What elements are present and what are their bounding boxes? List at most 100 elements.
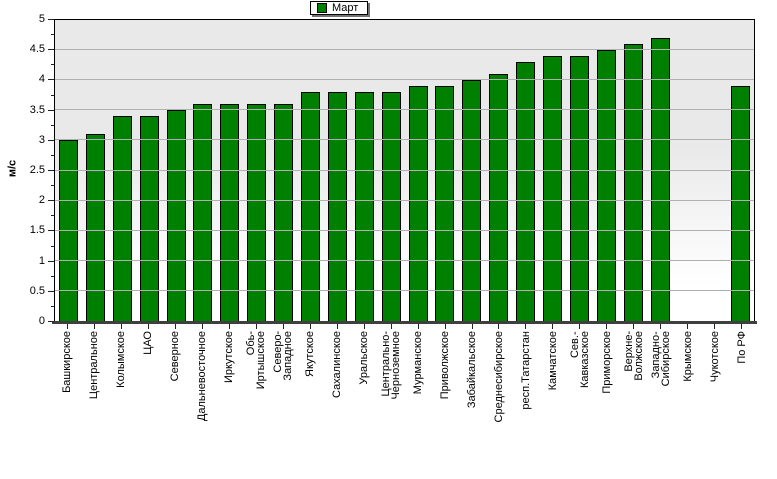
bar	[731, 86, 751, 321]
x-tick	[201, 324, 203, 329]
gridline	[55, 79, 754, 81]
x-axis-label: Якутское	[304, 331, 317, 377]
x-axis-label: Башкирское	[61, 331, 74, 393]
x-tick	[687, 324, 689, 329]
x-label-slot: Иркутское	[216, 331, 243, 479]
x-tick	[282, 324, 284, 329]
bar-slot	[297, 20, 324, 321]
x-tick-slot	[189, 324, 216, 329]
x-tick	[120, 324, 122, 329]
x-axis-label: Центрально- Черноземное	[380, 331, 403, 400]
x-tick-slot	[216, 324, 243, 329]
y-tick-label: 2	[38, 194, 45, 206]
x-tick-slot	[512, 324, 539, 329]
x-tick-slot	[378, 324, 405, 329]
x-axis-label: Камчатское	[546, 331, 559, 391]
y-tick-label: 0.5	[29, 285, 45, 297]
gridline	[55, 229, 754, 231]
x-tick-slot	[593, 324, 620, 329]
gridline	[55, 289, 754, 291]
x-tick	[444, 324, 446, 329]
y-major-tick	[48, 230, 54, 231]
x-tick	[552, 324, 554, 329]
x-axis-line	[52, 321, 757, 324]
x-tick-slot	[620, 324, 647, 329]
bar-slot	[566, 20, 593, 321]
gridline	[55, 199, 754, 201]
x-axis-label: респ.Татарстан	[519, 331, 532, 410]
bar	[542, 56, 562, 321]
x-tick	[174, 324, 176, 329]
bars-container	[55, 20, 754, 321]
bar	[408, 86, 428, 321]
bar	[569, 56, 589, 321]
y-major-tick	[48, 110, 54, 111]
x-tick-slot	[135, 324, 162, 329]
x-axis-label: Мурманское	[412, 331, 425, 395]
x-tick	[471, 324, 473, 329]
bar-slot	[55, 20, 82, 321]
x-label-slot: Верхне- Волжское	[620, 331, 647, 479]
x-label-slot: ЦАО	[135, 331, 162, 479]
bar	[327, 92, 347, 321]
x-tick	[633, 324, 635, 329]
x-axis-label: Сахалинское	[331, 331, 344, 398]
x-label-slot: Приволжское	[432, 331, 459, 479]
legend-swatch-icon	[317, 3, 327, 13]
gridline	[55, 139, 754, 141]
y-tick-label: 2.5	[29, 164, 45, 176]
y-tick-label: 1.5	[29, 224, 45, 236]
x-tick	[606, 324, 608, 329]
bar-slot	[673, 20, 700, 321]
bar	[112, 116, 132, 321]
x-label-slot: Сев.- Кавказское	[566, 331, 593, 479]
x-label-slot: По РФ	[728, 331, 755, 479]
x-label-slot: Западно- Сибирское	[647, 331, 674, 479]
bar	[650, 38, 670, 321]
x-axis-ticks	[54, 324, 755, 329]
x-label-slot: Якутское	[297, 331, 324, 479]
legend: Март	[310, 1, 369, 15]
x-axis-label: Среднесибирское	[492, 331, 505, 423]
y-major-tick	[48, 140, 54, 141]
y-minor-tick	[51, 215, 54, 216]
x-label-slot: Забайкальское	[459, 331, 486, 479]
x-tick	[309, 324, 311, 329]
x-tick-slot	[432, 324, 459, 329]
x-axis-label: Чукотское	[708, 331, 721, 383]
x-tick-slot	[54, 324, 81, 329]
x-tick-slot	[81, 324, 108, 329]
x-tick-slot	[162, 324, 189, 329]
x-label-slot: Приморское	[593, 331, 620, 479]
x-axis-label: Колымское	[115, 331, 128, 388]
gridline	[55, 259, 754, 261]
x-label-slot: Среднесибирское	[486, 331, 513, 479]
bar	[166, 110, 186, 321]
x-axis-label: Иркутское	[223, 331, 236, 384]
x-label-slot: Центральное	[81, 331, 108, 479]
x-tick-slot	[728, 324, 755, 329]
x-label-slot: Башкирское	[54, 331, 81, 479]
bar	[596, 50, 616, 321]
y-tick-label: 1	[38, 255, 45, 267]
bar-slot	[270, 20, 297, 321]
x-label-slot: Сахалинское	[324, 331, 351, 479]
x-tick-slot	[405, 324, 432, 329]
x-tick-slot	[243, 324, 270, 329]
y-major-tick	[48, 49, 54, 50]
x-tick	[363, 324, 365, 329]
y-tick-label: 5	[38, 13, 45, 25]
gridline	[55, 169, 754, 171]
x-tick-slot	[486, 324, 513, 329]
x-label-slot: Центрально- Черноземное	[378, 331, 405, 479]
bar-slot	[324, 20, 351, 321]
bar-slot	[216, 20, 243, 321]
bar-slot	[593, 20, 620, 321]
bar	[58, 140, 78, 321]
bar-slot	[189, 20, 216, 321]
x-axis-label: Уральское	[358, 331, 371, 385]
bar-slot	[163, 20, 190, 321]
x-tick-slot	[324, 324, 351, 329]
gridline	[55, 109, 754, 111]
